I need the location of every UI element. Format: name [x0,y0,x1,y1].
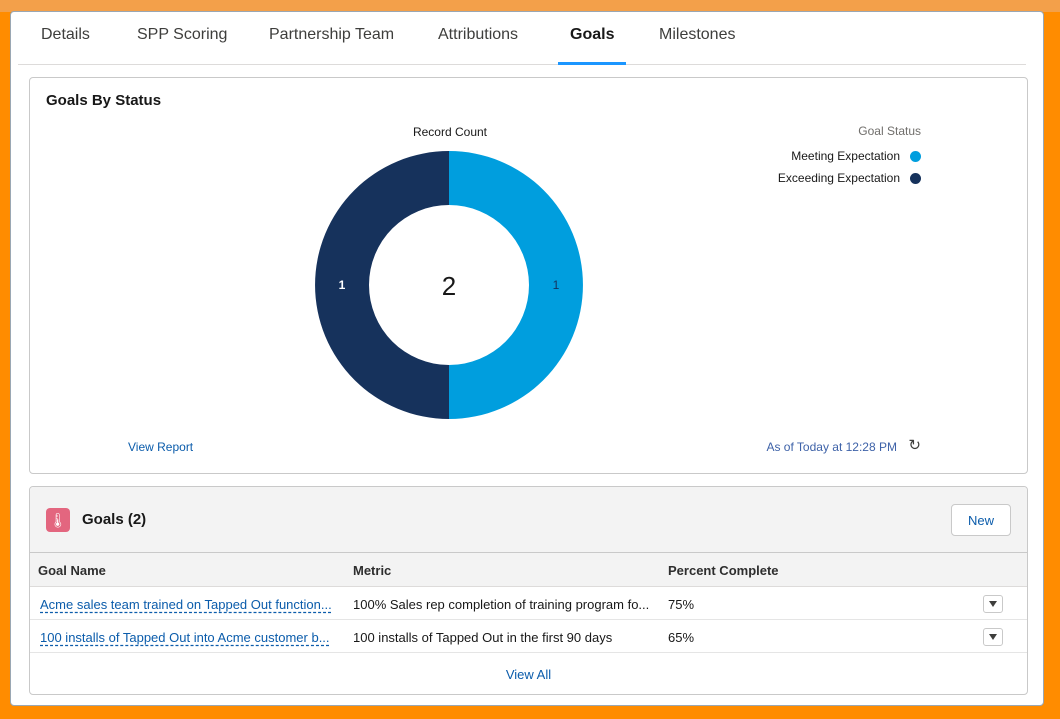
tab-milestones[interactable]: Milestones [659,26,736,43]
table-header-row: Goal Name Metric Percent Complete [30,553,1027,587]
chart-card-title: Goals By Status [46,92,162,109]
goals-related-list: 🌡 Goals (2) New Goal Name Metric Percent… [29,486,1028,695]
new-goal-button[interactable]: New [951,504,1011,536]
donut-slice-value-label: 1 [553,278,560,292]
donut-center-total: 2 [442,271,456,301]
legend-item-exceeding-expectation[interactable]: Exceeding Expectation [778,171,921,185]
tab-bar: Details SPP Scoring Partnership Team Att… [18,20,1026,65]
legend-dot [910,172,921,184]
legend-label: Exceeding Expectation [777,171,900,185]
goals-list-title[interactable]: Goals (2) [82,511,147,528]
tab-attributions[interactable]: Attributions [438,26,519,43]
tab-partnership-team[interactable]: Partnership Team [269,26,395,43]
column-header-metric[interactable]: Metric [353,563,392,578]
tab-spp-scoring[interactable]: SPP Scoring [137,26,228,43]
refresh-icon[interactable]: ↻ [908,437,921,454]
window-top-strip [0,0,1060,12]
legend-item-meeting-expectation[interactable]: Meeting Expectation [791,149,921,163]
table-row: 100 installs of Tapped Out into Acme cus… [30,620,1027,653]
thermometer-icon: 🌡 [46,508,70,532]
view-report-link[interactable]: View Report [128,440,194,454]
row-action-dropdown[interactable] [983,595,1003,613]
donut-slice-exceeding-expectation[interactable] [315,151,449,419]
goals-list-header: 🌡 Goals (2) New [30,487,1027,553]
view-all-link[interactable]: View All [505,667,552,682]
legend-label: Meeting Expectation [791,149,900,163]
legend-title: Goal Status [858,124,921,138]
tab-details[interactable]: Details [41,26,90,43]
goal-metric: 100 installs of Tapped Out in the first … [353,630,613,645]
legend-dot [910,150,921,162]
goals-by-status-card: Goals By Status Record Count 1 1 2 Goal S… [29,77,1028,474]
as-of-timestamp: As of Today at 12:28 PM [766,440,897,454]
column-header-percent-complete[interactable]: Percent Complete [668,563,779,578]
goal-metric: 100% Sales rep completion of training pr… [353,597,650,612]
donut-chart[interactable]: 1 1 2 [30,78,1027,473]
donut-slice-meeting-expectation[interactable] [449,151,583,419]
goal-name-link[interactable]: Acme sales team trained on Tapped Out fu… [40,597,332,612]
table-row: Acme sales team trained on Tapped Out fu… [30,587,1027,620]
goal-percent-complete: 75% [668,597,695,612]
column-header-goal-name[interactable]: Goal Name [38,563,106,578]
chart-title: Record Count [412,125,488,139]
goal-name-link[interactable]: 100 installs of Tapped Out into Acme cus… [40,630,330,645]
donut-slice-value-label: 1 [339,278,346,292]
tab-goals[interactable]: Goals [557,20,628,65]
view-all-wrap: View All [30,667,1027,682]
goal-percent-complete: 65% [668,630,695,645]
row-action-dropdown[interactable] [983,628,1003,646]
